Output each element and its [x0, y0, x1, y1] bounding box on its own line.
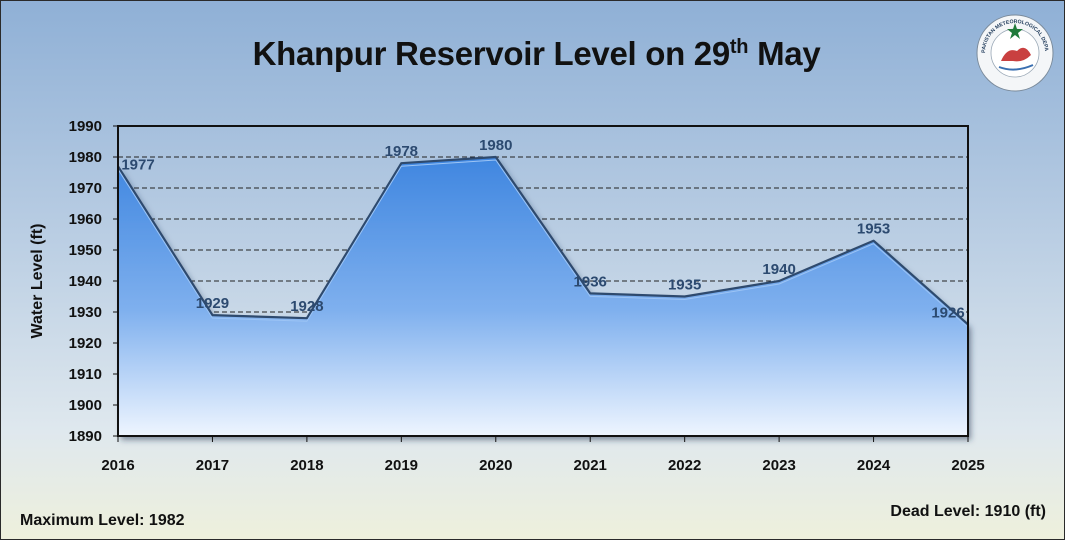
- data-label: 1978: [385, 143, 418, 160]
- x-tick-label: 2025: [951, 457, 984, 474]
- y-tick-label: 1910: [69, 366, 102, 383]
- x-tick-label: 2018: [290, 457, 323, 474]
- pmd-logo-icon: PAKISTAN METEOROLOGICAL DEPARTMENT: [973, 11, 1054, 92]
- data-label: 1929: [196, 295, 229, 312]
- data-label: 1935: [668, 277, 701, 294]
- chart-title: Khanpur Reservoir Level on 29th May: [252, 35, 821, 72]
- y-tick-label: 1990: [69, 118, 102, 135]
- y-tick-label: 1890: [69, 428, 102, 445]
- y-axis-ticks: 1890 1900 1910 1920 1930 1940 1950 1960 1970 1980…: [69, 118, 118, 445]
- x-tick-label: 2019: [385, 457, 418, 474]
- area-line: [117, 155, 969, 326]
- y-tick-label: 1960: [69, 211, 102, 228]
- x-tick-label: 2017: [196, 457, 229, 474]
- y-tick-label: 1950: [69, 242, 102, 259]
- y-tick-label: 1920: [69, 335, 102, 352]
- x-tick-label: 2020: [479, 457, 512, 474]
- data-label: 1926: [931, 304, 964, 321]
- x-tick-label: 2023: [762, 457, 795, 474]
- data-label: 1928: [290, 298, 323, 315]
- max-level-note: Maximum Level: 1982: [20, 512, 185, 529]
- data-labels: 1977 1929 1928 1978 1980 1936 1935 1940 1953 1926: [121, 137, 964, 321]
- data-label: 1936: [574, 273, 607, 290]
- x-tick-label: 2024: [857, 457, 891, 474]
- data-label: 1977: [121, 156, 154, 173]
- area-fill: [118, 157, 968, 436]
- x-axis-ticks: 2016 2017 2018 2019 2020 2021 2022 2023 2024 2025: [101, 436, 985, 474]
- data-area: [117, 155, 969, 436]
- y-axis-label: Water Level (ft): [29, 224, 46, 339]
- data-label: 1953: [857, 221, 890, 238]
- y-tick-label: 1970: [69, 180, 102, 197]
- y-tick-label: 1930: [69, 304, 102, 321]
- x-tick-label: 2022: [668, 457, 701, 474]
- x-tick-label: 2016: [101, 457, 134, 474]
- y-tick-label: 1900: [69, 397, 102, 414]
- y-tick-label: 1980: [69, 149, 102, 166]
- data-label: 1980: [479, 137, 512, 154]
- dead-level-note: Dead Level: 1910 (ft): [890, 503, 1046, 520]
- x-tick-label: 2021: [574, 457, 607, 474]
- y-tick-label: 1940: [69, 273, 102, 290]
- area-highlight: [117, 159, 969, 328]
- data-label: 1940: [762, 261, 795, 278]
